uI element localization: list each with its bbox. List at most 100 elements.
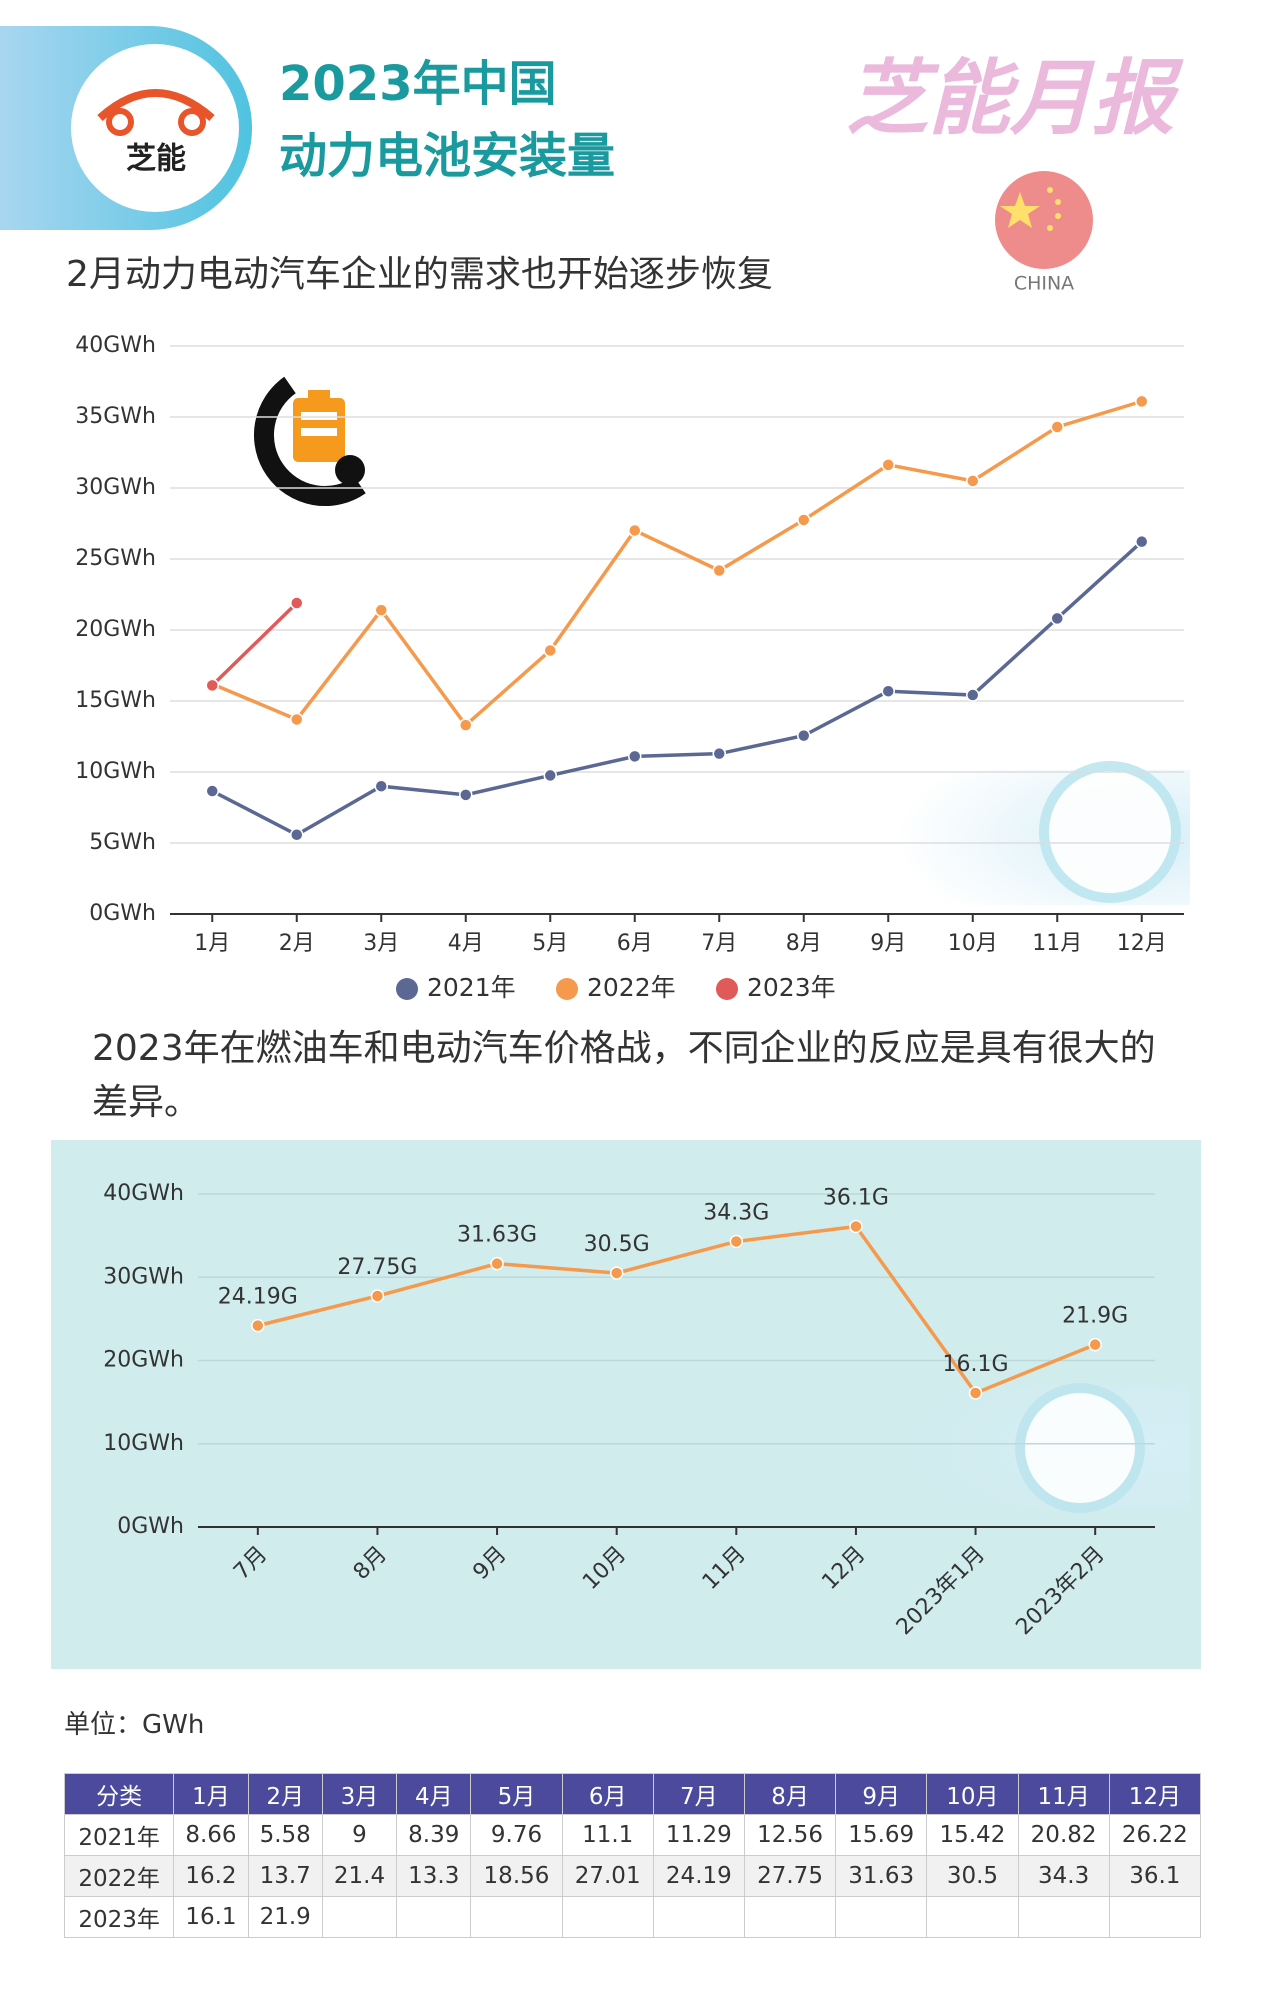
header-cell: 6月 [561,1773,654,1815]
charts: 0GWh 5GWh 10GWh 15GWh 20GWh 25GWh 30GWh 35GWh 40… [75,333,1184,1640]
table-cell: 36.1 [1108,1855,1202,1897]
header-cell: 10月 [926,1773,1019,1815]
legend-swatch [556,978,578,1000]
point [459,788,473,802]
table-cell: 8.39 [396,1814,472,1856]
flag-star [1055,199,1061,205]
y-tick-label: 35GWh [75,404,156,429]
logo-car [97,89,215,122]
point [1135,394,1149,409]
flag [995,171,1093,269]
point [609,1266,624,1280]
series-line [257,1224,1096,1396]
point [543,643,557,658]
table-cell: 2021年 [63,1814,175,1856]
table-cell: 21.4 [321,1855,398,1897]
table-cell [321,1896,398,1938]
data-table: 分类 1月 2月 3月 4月 5月 6月 7月 8月 9月 10月 11月 12月 2021年 8.66 5.… [63,1773,1202,1938]
table-cell [835,1896,928,1938]
point [374,603,388,617]
flag-star [1047,225,1053,231]
table-cell: 15.42 [926,1814,1019,1856]
legend-label: 2023年 [747,973,836,1002]
table-cell: 16.1 [173,1896,249,1938]
point [490,1256,504,1271]
point [290,596,304,610]
point [205,784,219,798]
y-tick-label: 0GWh [89,901,156,926]
point [290,712,304,727]
table-cell: 8.66 [173,1814,249,1856]
data-label: 21.9G [1062,1304,1128,1329]
table-cell: 27.75 [743,1855,837,1897]
y-tick-label: 30GWh [103,1264,184,1289]
point [1050,611,1064,626]
point [251,1318,265,1333]
y-tick-label: 20GWh [75,617,156,642]
point [966,474,980,488]
logo-wheel [178,108,206,136]
x-tick-label: 1月 [194,931,230,956]
x-tick-label: 2月 [279,931,315,956]
point [968,1386,983,1400]
logo-circle [71,44,239,212]
table-cell: 27.01 [561,1855,654,1897]
y-tick-label: 40GWh [103,1181,184,1206]
table-header: 分类 1月 2月 3月 4月 5月 6月 7月 8月 9月 10月 11月 12月 [63,1773,1202,1815]
legend-swatch [396,978,418,1000]
point [543,768,557,783]
table-cell: 24.19 [652,1855,745,1897]
table-cell: 20.82 [1017,1814,1110,1856]
flag-star [1000,192,1040,228]
legend-swatch [716,978,738,1000]
data-label: 27.75G [337,1255,417,1280]
x-tick-label: 10月 [948,931,998,956]
series-line [211,540,1143,837]
brand: 芝能月报 [846,51,1184,146]
table-cell: 2023年 [63,1896,175,1938]
series-line [211,601,298,687]
data-label: 34.3G [703,1200,769,1225]
legend-label: 2021年 [427,973,516,1002]
table-cell: 9.76 [470,1814,563,1856]
point [205,678,219,693]
table-cell: 9 [321,1814,398,1856]
chart-subtitle: 2023年在燃油车和电动汽车价格战，不同企业的反应是具有很大的差异。 [92,1028,1156,1123]
point [1088,1337,1102,1352]
title-line: 2023年中国 [279,56,557,112]
data-label: 31.63G [457,1223,537,1248]
table-cell: 13.3 [396,1855,472,1897]
point [712,563,726,578]
header-cell: 12月 [1108,1773,1202,1815]
x-tick-label: 7月 [701,931,737,956]
point [712,746,726,761]
table-cell: 34.3 [1017,1855,1110,1897]
point [290,828,304,842]
battery-icon [253,376,366,507]
table-cell [1108,1896,1202,1938]
table-cell: 18.56 [470,1855,563,1897]
x-tick-label: 9月 [870,931,906,956]
point [374,779,388,793]
y-tick-label: 10GWh [103,1431,184,1456]
header-cell: 分类 [63,1773,175,1815]
point [966,688,980,702]
chart-subtitle: 2月动力电动汽车企业的需求也开始逐步恢复 [66,254,773,295]
point [881,684,895,698]
table-row: 2023年 16.1 21.9 [63,1896,1202,1938]
x-tick-label: 5月 [532,931,568,956]
table-cell: 11.1 [561,1814,654,1856]
table-row: 2022年 16.2 13.7 21.4 13.3 18.56 27.01 24.19 27.7… [63,1855,1202,1897]
table-cell [561,1896,654,1938]
header-cell: 2月 [247,1773,323,1815]
table-cell: 5.58 [247,1814,323,1856]
point [849,1219,863,1234]
header-cell: 7月 [652,1773,745,1815]
table-cell: 21.9 [247,1896,323,1938]
table-cell: 26.22 [1108,1814,1202,1856]
series-line [211,399,1143,728]
table-cell: 16.2 [173,1855,249,1897]
y-tick-label: 0GWh [117,1514,184,1539]
point [1135,534,1149,549]
y-tick-label: 5GWh [89,830,156,855]
